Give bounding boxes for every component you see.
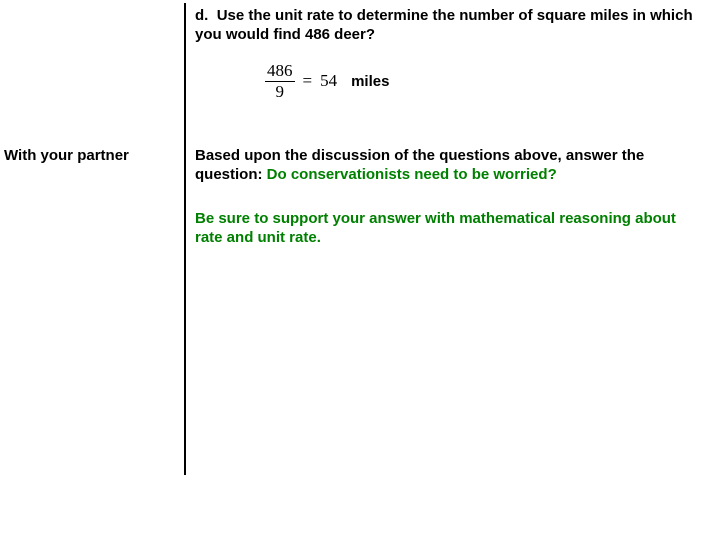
partner-label: With your partner: [4, 147, 179, 164]
fraction-denominator: 9: [274, 83, 287, 101]
support-instruction-text: Be sure to support your answer with math…: [195, 210, 705, 248]
question-letter: d.: [195, 7, 208, 24]
question-d-text: d. Use the unit rate to determine the nu…: [195, 7, 705, 45]
fraction-numerator: 486: [265, 62, 295, 80]
worksheet-page: With your partner d. Use the unit rate t…: [0, 0, 720, 540]
question-prompt: Use the unit rate to determine the numbe…: [195, 7, 693, 43]
equation-row: 486 9 = 54 miles: [195, 62, 705, 101]
equals-sign: =: [303, 71, 313, 91]
fraction: 486 9: [265, 62, 295, 101]
equation-unit-label: miles: [351, 73, 389, 90]
partner-line-green: Do conservationists need to be worried?: [267, 166, 557, 183]
column-divider: [184, 3, 186, 475]
partner-discussion-text: Based upon the discussion of the questio…: [195, 147, 705, 185]
equation-result: 54: [320, 71, 337, 91]
